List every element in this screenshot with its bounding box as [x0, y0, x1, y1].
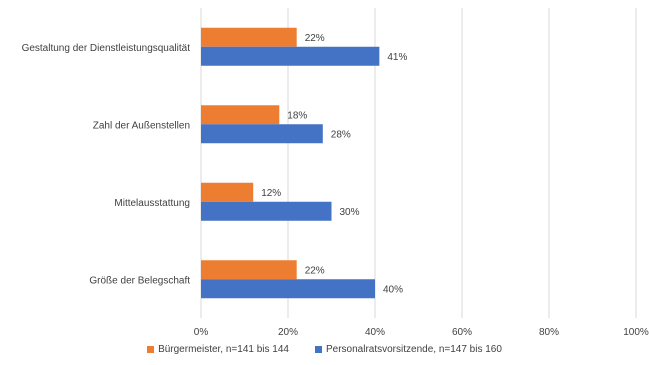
category-label: Zahl der Außenstellen	[93, 120, 190, 131]
bar-value-labels: 22% 18% 12% 22% 41% 28% 30% 40%	[261, 33, 407, 296]
bar-buergermeister	[201, 260, 297, 280]
bar-personalrat	[201, 124, 323, 144]
bar-value-label: 30%	[340, 207, 360, 218]
legend-label-buergermeister: Bürgermeister, n=141 bis 144	[158, 344, 289, 355]
legend-swatch-buergermeister	[147, 346, 155, 353]
category-label: Größe der Belegschaft	[89, 275, 190, 286]
legend-item-personalrat: Personalratsvorsitzende, n=147 bis 160	[314, 344, 502, 355]
x-tick-label: 40%	[365, 327, 385, 338]
legend-label-personalrat: Personalratsvorsitzende, n=147 bis 160	[325, 344, 502, 355]
x-axis-tick-labels: 0% 20% 40% 60% 80% 100%	[194, 327, 649, 338]
x-tick-label: 0%	[194, 327, 209, 338]
bar-value-label: 28%	[331, 129, 351, 140]
bar-value-label: 18%	[287, 110, 307, 121]
category-label: Gestaltung der Dienstleistungsqualität	[22, 43, 191, 54]
bar-buergermeister	[201, 27, 297, 47]
bar-value-label: 22%	[305, 265, 325, 276]
x-tick-label: 20%	[278, 327, 298, 338]
bar-personalrat	[201, 46, 380, 66]
bar-personalrat	[201, 279, 375, 299]
bar-value-label: 41%	[387, 52, 407, 63]
category-label: Mittelausstattung	[114, 198, 190, 209]
category-labels: Gestaltung der Dienstleistungsqualität Za…	[22, 43, 191, 287]
x-tick-label: 80%	[539, 327, 559, 338]
bar-value-label: 22%	[305, 33, 325, 44]
legend: Bürgermeister, n=141 bis 144 Personalrat…	[0, 344, 649, 355]
bar-buergermeister	[201, 105, 280, 125]
x-tick-label: 60%	[452, 327, 472, 338]
bar-value-label: 40%	[383, 284, 403, 295]
bars	[201, 27, 380, 299]
legend-swatch-personalrat	[314, 346, 322, 353]
bar-value-label: 12%	[261, 188, 281, 199]
x-tick-label: 100%	[623, 327, 649, 338]
bar-personalrat	[201, 201, 332, 221]
legend-item-buergermeister: Bürgermeister, n=141 bis 144	[147, 344, 289, 355]
bar-buergermeister	[201, 182, 254, 202]
